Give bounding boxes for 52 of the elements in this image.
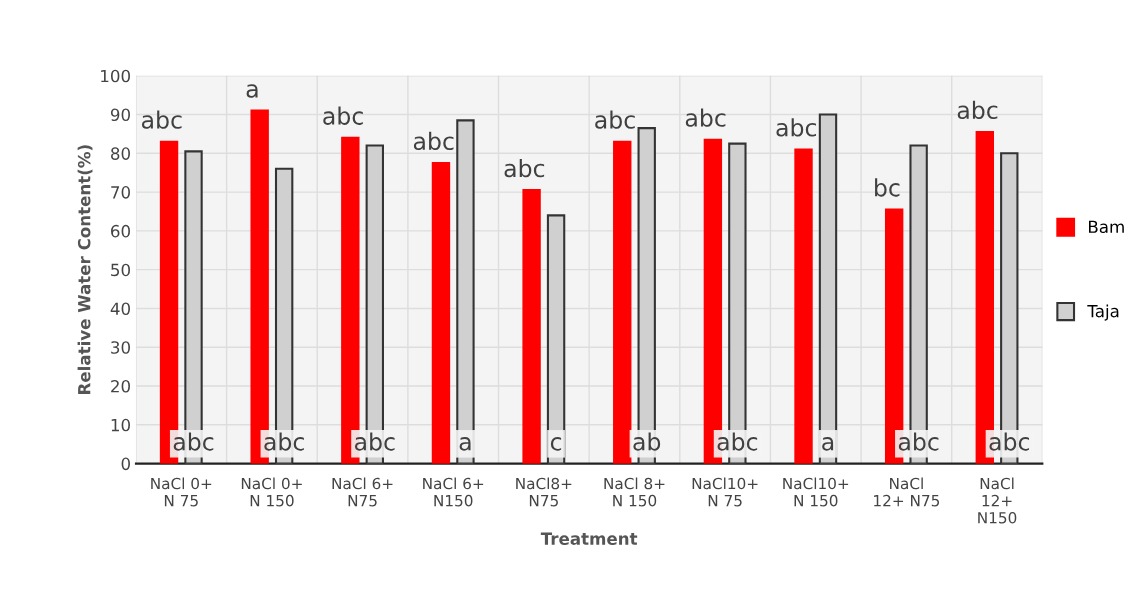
x-tick-label: NaCl 12+ N150 bbox=[978, 477, 1017, 524]
y-tick-label: 0 bbox=[121, 457, 130, 471]
annotation: abc bbox=[957, 100, 998, 120]
bar bbox=[818, 113, 838, 464]
annotation: abc bbox=[685, 108, 726, 127]
annotation: abc bbox=[717, 432, 758, 451]
y-tick-label: 80 bbox=[111, 147, 130, 160]
annotation: a bbox=[246, 84, 258, 98]
legend-label: Taja bbox=[1087, 304, 1119, 321]
annotation: abc bbox=[141, 110, 182, 129]
annotation: c bbox=[550, 437, 562, 451]
bar bbox=[613, 140, 632, 464]
bar bbox=[546, 214, 566, 464]
y-tick-label: 70 bbox=[111, 186, 130, 199]
bar bbox=[456, 119, 475, 464]
y-tick-label: 100 bbox=[101, 69, 130, 83]
y-axis-title: Relative Water Content(%) bbox=[77, 145, 93, 394]
bar bbox=[431, 161, 451, 464]
y-tick-label: 90 bbox=[110, 108, 130, 122]
annotation: abc bbox=[776, 118, 817, 137]
x-tick-label: NaCl 0+ N 150 bbox=[241, 477, 302, 507]
x-tick-label: NaCl10+ N 150 bbox=[783, 477, 849, 507]
x-tick-label: NaCl 8+ N 150 bbox=[604, 477, 665, 507]
bar bbox=[794, 148, 813, 464]
x-tick-label: NaCl 12+ N75 bbox=[874, 477, 940, 507]
annotation: bc bbox=[875, 178, 900, 197]
x-tick-label: NaCl 6+ N150 bbox=[423, 477, 484, 507]
annotation: abc bbox=[413, 131, 454, 151]
annotation: abc bbox=[354, 432, 395, 451]
annotation: abc bbox=[504, 158, 545, 178]
annotation: abc bbox=[264, 432, 304, 451]
annotation: ab bbox=[633, 432, 661, 451]
x-tick-label: NaCl 0+ N 75 bbox=[151, 477, 212, 507]
annotation: a bbox=[822, 437, 834, 451]
annotation: abc bbox=[898, 432, 939, 451]
x-tick-label: NaCl8+ N75 bbox=[516, 477, 572, 507]
y-tick-label: 50 bbox=[111, 263, 130, 277]
y-tick-label: 30 bbox=[111, 341, 130, 354]
x-tick-label: NaCl 6+ N75 bbox=[332, 477, 393, 507]
y-tick-label: 40 bbox=[110, 302, 130, 316]
bar bbox=[522, 189, 541, 464]
x-axis-title: Treatment bbox=[540, 532, 638, 545]
annotation: abc bbox=[595, 110, 635, 129]
y-tick-label: 10 bbox=[111, 418, 130, 432]
y-tick-label: 20 bbox=[111, 379, 130, 393]
annotation: abc bbox=[989, 432, 1030, 451]
x-tick-label: NaCl10+ N 75 bbox=[692, 477, 758, 507]
annotation: a bbox=[459, 437, 471, 451]
annotation: abc bbox=[323, 106, 363, 125]
legend-label: Bam bbox=[1089, 220, 1124, 234]
annotation: abc bbox=[173, 432, 214, 451]
y-tick-label: 60 bbox=[111, 224, 130, 238]
